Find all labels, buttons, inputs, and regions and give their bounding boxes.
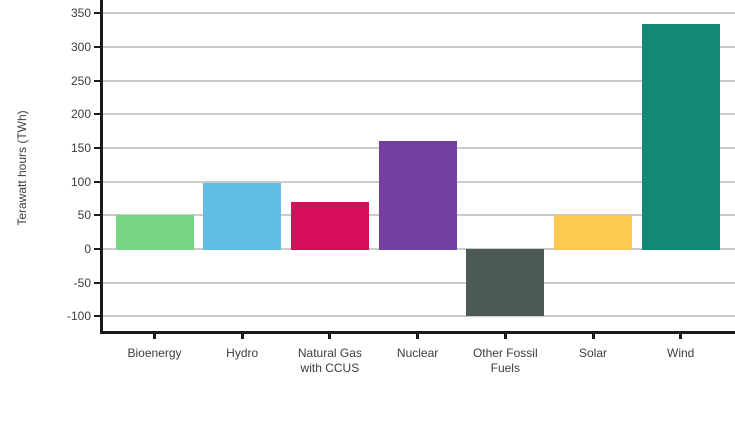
bar-bioenergy [115,215,194,250]
x-tick-label-hydro: Hydro [226,346,259,360]
x-tick-label-bioenergy: Bioenergy [127,346,182,360]
y-tick-label: 50 [77,208,91,223]
y-tick-label: 300 [70,40,91,55]
x-tick-label-solar: Solar [578,346,607,360]
y-tick-mark [94,46,100,49]
x-tick-mark [153,334,156,339]
y-tick-label: 0 [84,241,91,256]
y-tick-mark [94,79,100,82]
bar-solar [554,215,632,250]
gridline-y--100 [103,315,735,318]
bar-wind [641,23,720,250]
x-tick-label-other-fossil-fuels: Other Fossil Fuels [472,346,538,375]
x-tick-mark [591,334,595,339]
x-axis-line [100,331,735,334]
y-tick-label: 350 [70,6,91,21]
bar-hydro [203,182,282,250]
bar-other-fossil-fuels [466,248,545,317]
y-axis-line [100,0,103,334]
x-tick-label-wind: Wind [667,346,695,360]
x-tick-mark [679,334,683,339]
y-tick-mark [94,247,100,250]
y-tick-label: 150 [70,141,91,155]
gridline-y-200 [103,113,735,116]
y-tick-label: -50 [73,275,91,290]
y-tick-label: 200 [70,107,91,122]
y-tick-mark [94,315,100,318]
bar-nuclear [378,141,457,250]
y-tick-label: 100 [70,174,91,189]
y-tick-mark [94,180,100,183]
gridline-y-250 [103,79,735,82]
y-tick-label: 250 [70,73,91,88]
gridline-y--50 [103,281,735,284]
x-tick-label-nuclear: Nuclear [396,346,439,360]
x-tick-label-natural-gas-with-ccus: Natural Gas with CCUS [297,346,362,375]
y-tick-mark [94,12,100,15]
y-tick-label: -100 [66,309,91,324]
y-tick-mark [94,113,100,116]
gridline-y-300 [103,46,735,49]
x-tick-mark [503,334,507,339]
gridline-y-350 [103,12,735,15]
y-tick-mark [94,281,100,284]
x-tick-mark [240,334,244,339]
y-tick-mark [94,214,100,217]
x-tick-mark [328,334,332,339]
bar-natural-gas-with-ccus [290,201,369,250]
y-tick-mark [94,147,100,149]
x-tick-mark [416,334,420,339]
y-axis-title: Terawatt hours (TWh) [15,110,29,226]
